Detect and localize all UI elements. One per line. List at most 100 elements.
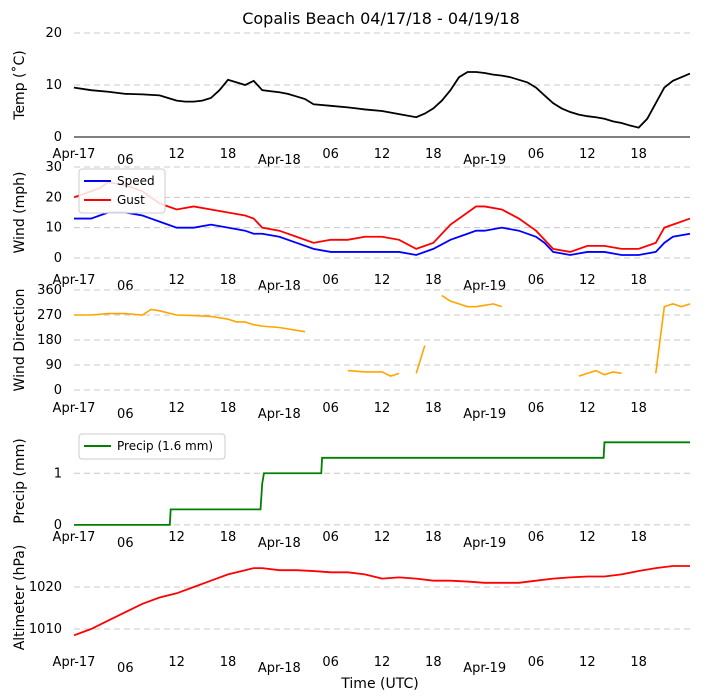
precip-xtick-label: 06 xyxy=(117,536,134,551)
legend-label: Speed xyxy=(117,174,155,188)
direction-xtick-label: Apr-17 xyxy=(53,401,96,416)
precip-legend: Precip (1.6 mm) xyxy=(78,433,226,460)
wind-xtick-label: Apr-18 xyxy=(258,279,301,294)
precip-xtick-label: 06 xyxy=(528,530,545,545)
direction-ytick-label: 180 xyxy=(37,333,62,348)
wind-xtick-label: 12 xyxy=(374,273,391,288)
wind-series-gustline xyxy=(73,181,691,253)
precip-xtick-label: Apr-17 xyxy=(53,530,96,545)
wind-ytick-label: 0 xyxy=(54,251,62,266)
direction-series-line xyxy=(441,294,503,308)
altimeter-xtick-label: 06 xyxy=(322,655,339,670)
altimeter-xtick-label: 18 xyxy=(425,655,442,670)
direction-series-line xyxy=(347,369,400,377)
precip-xtick-label: 18 xyxy=(630,530,647,545)
wind-series-speedline xyxy=(74,211,691,256)
precip-ytick-label: 1 xyxy=(54,466,62,481)
temp-xtick-label: 12 xyxy=(374,147,391,162)
temp-y-axis-label: Temp (˚C) xyxy=(11,50,28,120)
wind-xtick-label: 06 xyxy=(322,273,339,288)
wind-xtick-label: 18 xyxy=(425,273,442,288)
direction-xtick-label: 06 xyxy=(117,407,134,422)
wind-xtick-label: 18 xyxy=(630,273,647,288)
temp-xtick-label: Apr-17 xyxy=(53,147,96,162)
altimeter-xtick-label: 18 xyxy=(630,655,647,670)
temp-ytick-label: 0 xyxy=(54,130,62,145)
temp-panel: 0 10 20 Temp (˚C) Apr-17 06 12 18 Apr-18 06 12 18 Ap… xyxy=(11,26,691,168)
altimeter-xtick-label: Apr-17 xyxy=(53,655,96,670)
precip-xtick-label: Apr-19 xyxy=(463,536,506,551)
altimeter-xtick-label: Apr-19 xyxy=(463,661,506,676)
temp-ytick-label: 10 xyxy=(45,78,62,93)
altimeter-ytick-label: 1010 xyxy=(29,622,62,637)
temp-ytick-label: 20 xyxy=(45,26,62,41)
wind-xtick-label: 18 xyxy=(220,273,237,288)
altimeter-xtick-label: 12 xyxy=(579,655,596,670)
direction-series-line xyxy=(578,369,622,377)
altimeter-ytick-label: 1020 xyxy=(29,580,62,595)
precip-xtick-label: 18 xyxy=(220,530,237,545)
altimeter-xtick-label: 06 xyxy=(528,655,545,670)
altimeter-series-altimeterline xyxy=(73,565,690,637)
temp-xtick-label: 12 xyxy=(168,147,185,162)
x-axis-label: Time (UTC) xyxy=(340,676,418,692)
precip-xtick-label: Apr-18 xyxy=(258,536,301,551)
legend-label: Gust xyxy=(117,193,145,207)
wind-legend: Speed Gust xyxy=(78,168,166,214)
direction-y-axis-label: Wind Direction xyxy=(12,289,28,392)
precip-ytick-label: 0 xyxy=(54,518,62,533)
legend-label: Precip (1.6 mm) xyxy=(117,439,213,453)
direction-panel: 0 90 180 270 360 Wind Direction Apr-17 06 12 18 Ap… xyxy=(12,283,691,422)
altimeter-xtick-label: 06 xyxy=(117,661,134,676)
legend-box xyxy=(78,433,226,460)
temp-xtick-label: 18 xyxy=(425,147,442,162)
precip-y-axis-label: Precip (mm) xyxy=(12,438,28,523)
precip-xtick-label: 18 xyxy=(425,530,442,545)
wind-xtick-label: Apr-19 xyxy=(463,279,506,294)
direction-series-line xyxy=(654,303,691,374)
direction-ytick-label: 90 xyxy=(45,358,62,373)
wind-xtick-label: Apr-17 xyxy=(53,273,96,288)
temp-series-templine xyxy=(73,71,691,129)
wind-xtick-label: 06 xyxy=(528,273,545,288)
direction-xtick-label: 12 xyxy=(579,401,596,416)
wind-ytick-label: 10 xyxy=(45,221,62,236)
altimeter-xtick-label: 12 xyxy=(374,655,391,670)
wind-ytick-label: 30 xyxy=(45,160,62,175)
temp-xtick-label: 18 xyxy=(630,147,647,162)
direction-xtick-label: 18 xyxy=(630,401,647,416)
direction-ytick-label: 360 xyxy=(37,283,62,298)
direction-xtick-label: 18 xyxy=(220,401,237,416)
temp-xtick-label: 12 xyxy=(579,147,596,162)
direction-xtick-label: 06 xyxy=(528,401,545,416)
temp-xtick-label: 06 xyxy=(117,153,134,168)
direction-xtick-label: Apr-18 xyxy=(258,407,301,422)
temp-xtick-label: 06 xyxy=(528,147,545,162)
precip-xtick-label: 12 xyxy=(374,530,391,545)
direction-xtick-label: Apr-19 xyxy=(463,407,506,422)
direction-ytick-label: 0 xyxy=(54,383,62,398)
direction-xtick-label: 18 xyxy=(425,401,442,416)
wind-y-axis-label: Wind (mph) xyxy=(12,172,28,254)
direction-xtick-label: 06 xyxy=(322,401,339,416)
temp-xtick-label: 18 xyxy=(220,147,237,162)
direction-series-line xyxy=(415,345,426,374)
temp-xtick-label: Apr-18 xyxy=(258,153,301,168)
altimeter-xtick-label: Apr-18 xyxy=(258,661,301,676)
altimeter-xtick-label: 18 xyxy=(220,655,237,670)
wind-panel: 0 10 20 30 Wind (mph) Apr-17 06 12 18 Apr-18 06 12 1… xyxy=(12,160,691,294)
figure-title: Copalis Beach 04/17/18 - 04/19/18 xyxy=(242,9,520,28)
direction-xtick-label: 12 xyxy=(168,401,185,416)
altimeter-y-axis-label: Altimeter (hPa) xyxy=(12,545,28,651)
direction-ytick-label: 270 xyxy=(37,308,62,323)
temp-xtick-label: Apr-19 xyxy=(463,153,506,168)
precip-series-precip-mm-line xyxy=(74,441,690,526)
direction-xtick-label: 12 xyxy=(374,401,391,416)
wind-xtick-label: 06 xyxy=(117,279,134,294)
wind-xtick-label: 12 xyxy=(168,273,185,288)
precip-xtick-label: 12 xyxy=(579,530,596,545)
wind-ytick-label: 20 xyxy=(45,190,62,205)
direction-series-line xyxy=(74,308,306,333)
